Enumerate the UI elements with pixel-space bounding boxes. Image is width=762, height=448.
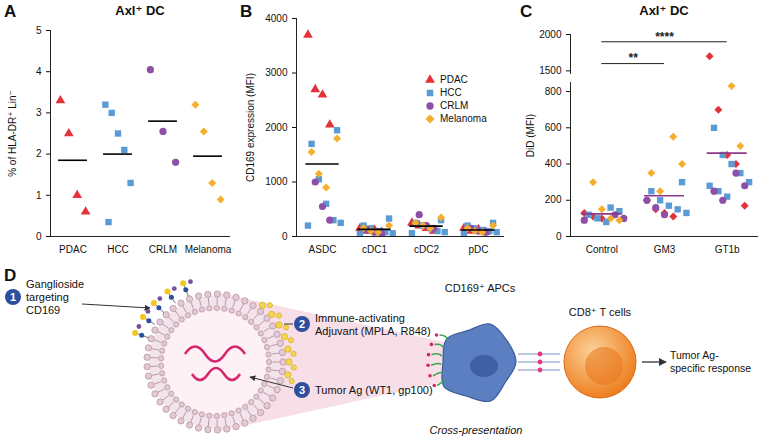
svg-text:4: 4 [36, 66, 42, 77]
svg-text:Cross-presentation: Cross-presentation [430, 424, 523, 436]
svg-text:****: **** [655, 30, 674, 44]
svg-text:targeting: targeting [26, 291, 69, 303]
svg-text:cDC1: cDC1 [362, 244, 387, 255]
svg-text:1000: 1000 [265, 176, 288, 187]
html-text:A: A [4, 2, 17, 21]
svg-text:5: 5 [36, 25, 42, 36]
svg-text:CD8⁺ T cells: CD8⁺ T cells [569, 306, 632, 318]
svg-text:3: 3 [36, 107, 42, 118]
svg-text:pDC: pDC [468, 244, 488, 255]
svg-text:PDAC: PDAC [59, 244, 87, 255]
svg-text:CD169 expression (MFI): CD169 expression (MFI) [245, 73, 256, 182]
html-text:PDAC: PDAC [440, 74, 468, 85]
svg-text:DiD (MFI): DiD (MFI) [525, 114, 536, 157]
svg-text:specific response: specific response [670, 362, 751, 374]
svg-text:400: 400 [545, 158, 562, 169]
svg-text:CRLM: CRLM [149, 244, 177, 255]
svg-text:0: 0 [282, 231, 288, 242]
svg-text:200: 200 [545, 194, 562, 205]
svg-text:800: 800 [545, 86, 562, 97]
svg-text:2000: 2000 [539, 29, 562, 40]
svg-text:4000: 4000 [265, 13, 288, 24]
svg-text:Tumor Ag-: Tumor Ag- [670, 349, 719, 361]
svg-text:GM3: GM3 [654, 244, 676, 255]
html-text:CRLM: CRLM [440, 100, 469, 111]
svg-text:Control: Control [586, 244, 618, 255]
html-text:Melanoma: Melanoma [440, 113, 487, 124]
svg-text:CD169: CD169 [26, 304, 60, 316]
svg-text:3000: 3000 [265, 67, 288, 78]
svg-text:Tumor Ag (WT1, gp100): Tumor Ag (WT1, gp100) [315, 384, 433, 396]
svg-text:CD169⁺ APCs: CD169⁺ APCs [445, 282, 516, 294]
svg-text:2: 2 [36, 148, 42, 159]
html-text:Axl⁺ DC: Axl⁺ DC [639, 3, 689, 18]
svg-text:2: 2 [299, 318, 305, 330]
svg-text:cDC2: cDC2 [414, 244, 439, 255]
html-text:B: B [240, 2, 253, 21]
svg-text:Melanoma: Melanoma [185, 244, 232, 255]
svg-text:1: 1 [36, 190, 42, 201]
svg-text:2000: 2000 [265, 122, 288, 133]
svg-text:**: ** [628, 51, 638, 65]
html-text:Axl⁺ DC: Axl⁺ DC [115, 3, 165, 18]
svg-text:3: 3 [299, 384, 305, 396]
svg-text:Immune-activating: Immune-activating [315, 312, 405, 324]
svg-text:1500: 1500 [539, 65, 562, 76]
svg-text:% of HLA-DR⁺ Lin⁻: % of HLA-DR⁺ Lin⁻ [7, 90, 18, 177]
svg-text:Ganglioside: Ganglioside [26, 278, 84, 290]
html-text:C: C [520, 2, 533, 21]
svg-text:0: 0 [556, 231, 562, 242]
html-text:D: D [4, 266, 17, 285]
svg-text:1: 1 [10, 291, 16, 303]
svg-text:Adjuvant (MPLA, R848): Adjuvant (MPLA, R848) [315, 325, 431, 337]
html-text:HCC: HCC [440, 87, 462, 98]
svg-text:HCC: HCC [107, 244, 129, 255]
svg-text:600: 600 [545, 122, 562, 133]
svg-text:0: 0 [36, 231, 42, 242]
svg-text:GT1b: GT1b [715, 244, 740, 255]
svg-text:ASDC: ASDC [309, 244, 337, 255]
